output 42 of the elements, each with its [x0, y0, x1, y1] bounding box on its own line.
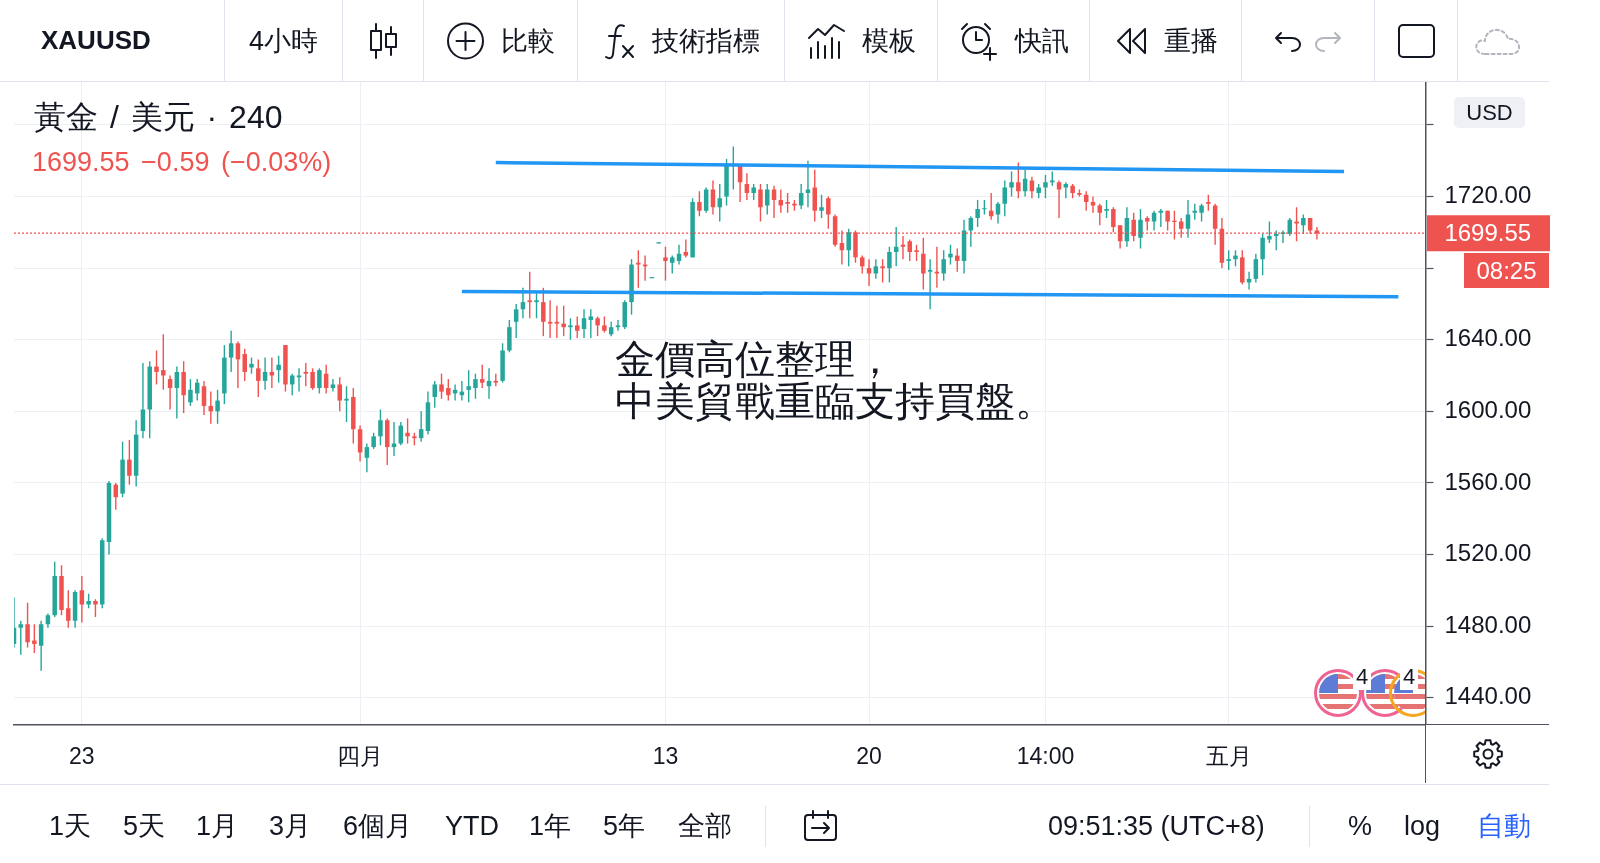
text: 1天 [49, 810, 92, 843]
x-tick-label: 13 [652, 742, 679, 769]
y-tick-label: 1640.00 [1444, 324, 1532, 352]
text: 08:25 [1464, 253, 1549, 288]
text: 4小時 [248, 24, 319, 58]
y-tick-label: 1480.00 [1444, 610, 1532, 638]
text: 黃金 / 美元 · 240 [34, 98, 283, 137]
text: log [1404, 810, 1441, 843]
text: 重播 [1163, 24, 1218, 58]
ref-line-label: 1699.55 [1444, 218, 1532, 246]
x-tick-label: 四月 [337, 742, 384, 769]
text: 全部 [678, 810, 732, 843]
text: 比較 [501, 24, 555, 58]
text: 自動 [1477, 810, 1531, 843]
y-tick-label: 1600.00 [1444, 395, 1532, 423]
text: 09:51:35 (UTC+8) [1048, 810, 1265, 843]
text: % [1348, 810, 1373, 843]
x-tick-label: 五月 [1205, 742, 1252, 769]
y-tick-label: 1440.00 [1444, 682, 1532, 710]
text: 技術指標 [651, 24, 760, 58]
y-tick-label: 1560.00 [1444, 467, 1532, 495]
x-tick-label: 14:00 [1016, 742, 1075, 769]
text: 5年 [603, 810, 646, 843]
x-tick-label: 20 [856, 742, 882, 769]
annotation: 金價高位整理， [615, 337, 895, 381]
y-tick-label: 1720.00 [1444, 181, 1532, 209]
text: 1月 [196, 810, 239, 843]
y-axis-title: USD [1454, 97, 1525, 128]
text: 6個月 [343, 810, 413, 843]
y-tick-label: 1520.00 [1444, 539, 1532, 567]
text: 快訊 [1015, 24, 1069, 58]
text: 3月 [269, 810, 312, 843]
text: YTD [445, 810, 499, 843]
annotation: 4 [1400, 664, 1419, 690]
text: 1年 [529, 810, 572, 843]
text: 1699.55 −0.59 (−0.03%) [32, 146, 332, 178]
annotation: 中美貿戰重臨支持買盤。 [615, 379, 1055, 423]
x-tick-label: 23 [69, 742, 95, 769]
annotation: 4 [1353, 664, 1372, 690]
text: 模板 [861, 24, 916, 58]
text: XAUUSD [41, 25, 151, 56]
text: 5天 [123, 810, 166, 843]
